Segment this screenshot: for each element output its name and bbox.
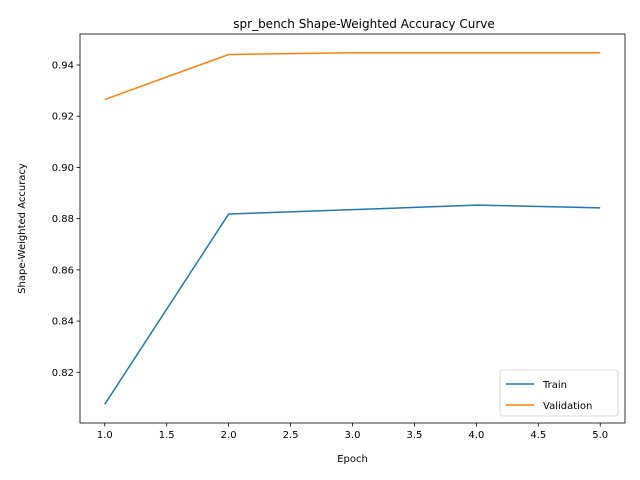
y-tick-label: 0.94 bbox=[52, 60, 74, 71]
legend: Train Validation bbox=[499, 369, 619, 417]
y-tick-label: 0.92 bbox=[52, 112, 74, 123]
x-tick-label: 5.0 bbox=[592, 430, 608, 441]
series-line-train bbox=[104, 204, 601, 405]
x-tick-label: 4.0 bbox=[468, 430, 484, 441]
chart-title: spr_bench Shape-Weighted Accuracy Curve bbox=[233, 17, 494, 31]
x-tick-label: 3.0 bbox=[345, 430, 361, 441]
x-axis-label: Epoch bbox=[337, 454, 368, 465]
plot-area-frame bbox=[79, 33, 626, 424]
x-tick-label: 1.0 bbox=[97, 430, 113, 441]
marks-layer bbox=[104, 51, 601, 405]
x-tick-label: 3.5 bbox=[406, 430, 422, 441]
y-tick-label: 0.88 bbox=[52, 214, 74, 225]
y-tick-label: 0.90 bbox=[52, 163, 74, 174]
x-tick-label: 4.5 bbox=[530, 430, 546, 441]
legend-label-train: Train bbox=[542, 380, 567, 391]
y-tick-label: 0.86 bbox=[52, 265, 74, 276]
x-tick-label: 1.5 bbox=[159, 430, 175, 441]
y-tick-label: 0.82 bbox=[52, 368, 74, 379]
y-axis-label: Shape-Weighted Accuracy bbox=[17, 163, 28, 294]
ticks-layer: 1.0 1.5 2.0 2.5 3.0 3.5 4.0 4.5 5.0 0.82 0.84 0.86 0… bbox=[52, 60, 608, 441]
y-tick-label: 0.84 bbox=[52, 317, 74, 328]
series-line-validation bbox=[104, 51, 601, 101]
x-tick-label: 2.0 bbox=[221, 430, 237, 441]
x-tick-label: 2.5 bbox=[283, 430, 299, 441]
legend-label-validation: Validation bbox=[543, 401, 592, 412]
